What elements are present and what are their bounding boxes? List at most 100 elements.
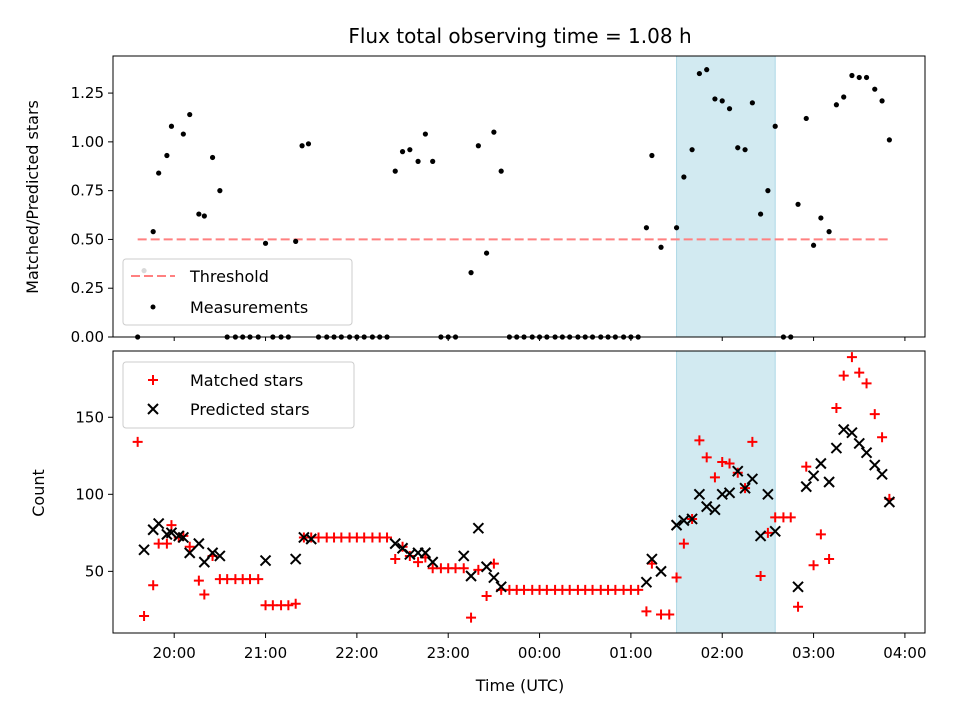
matched-star-point — [815, 529, 826, 540]
measurement-point — [749, 100, 755, 106]
bottom-y-tick-label: 50 — [85, 562, 104, 580]
measurement-point — [803, 115, 809, 122]
matched-star-point — [132, 436, 143, 447]
measurement-point — [415, 158, 421, 164]
predicted-star-point — [419, 547, 432, 559]
measurement-point — [209, 154, 216, 161]
measurement-point — [168, 123, 175, 129]
x-tick-label: 22:00 — [335, 644, 378, 662]
predicted-star-point — [693, 488, 706, 501]
matched-star-point — [473, 564, 484, 575]
matched-star-point — [161, 538, 172, 549]
predicted-legend-label: Predicted stars — [190, 400, 310, 419]
predicted-star-point — [746, 473, 759, 485]
predicted-star-point — [206, 547, 219, 559]
predicted-star-point — [646, 553, 658, 565]
measurement-point — [826, 229, 832, 235]
matched-star-point — [755, 570, 766, 581]
predicted-star-point — [700, 500, 713, 513]
top-y-tick-label: 1.00 — [71, 133, 104, 151]
top-y-tick-label: 1.25 — [71, 84, 104, 102]
measurement-point — [150, 229, 156, 235]
x-tick-label: 02:00 — [701, 644, 744, 662]
top-panel: 0.00 0.25 0.50 0.75 1.00 1.25 Matched/Predict… — [23, 55, 926, 346]
measurement-point — [299, 143, 305, 149]
matched-star-point — [458, 563, 469, 574]
matched-star-point — [801, 461, 812, 472]
measurement-point — [681, 174, 687, 180]
predicted-star-point — [289, 553, 302, 565]
measurement-point — [658, 244, 664, 250]
predicted-star-point — [152, 517, 165, 530]
bottom-axes-frame — [112, 350, 926, 634]
matched-star-point — [694, 435, 705, 446]
matched-star-point — [724, 458, 735, 469]
measurement-point — [164, 152, 170, 159]
matched-star-point — [671, 572, 682, 583]
top-highlight-span — [676, 55, 776, 338]
predicted-star-point — [495, 581, 507, 593]
matched-star-point — [861, 378, 872, 389]
measurement-point — [498, 168, 504, 174]
predicted-star-point — [732, 465, 744, 477]
predicted-star-point — [389, 537, 401, 550]
predicted-star-point — [815, 457, 827, 470]
predicted-star-point — [458, 550, 470, 562]
x-axis-label: Time (UTC) — [475, 676, 564, 695]
bottom-legend-box — [122, 361, 355, 429]
predicted-star-point — [769, 525, 781, 538]
measurement-point — [841, 94, 847, 100]
predicted-star-point — [472, 522, 485, 534]
matched-star-point — [390, 554, 401, 565]
predicted-star-point — [465, 570, 477, 582]
x-tick-label: 01:00 — [609, 644, 652, 662]
threshold-legend-label: Threshold — [189, 267, 269, 286]
predicted-star-point — [883, 496, 896, 508]
matched-star-point — [641, 606, 652, 617]
measurement-point — [856, 74, 862, 81]
top-y-tick-label: 0.50 — [71, 230, 104, 248]
predicted-star-point — [823, 476, 835, 488]
measurement-point — [726, 106, 733, 112]
measurement-point — [742, 147, 748, 153]
top-legend-box — [122, 258, 353, 326]
measurement-point — [649, 152, 655, 159]
matched-star-point — [466, 612, 477, 623]
x-tick-label: 03:00 — [792, 644, 835, 662]
measurement-point — [468, 270, 474, 276]
predicted-star-point — [762, 488, 774, 501]
predicted-stars-points — [138, 423, 896, 593]
measurement-point — [392, 168, 398, 174]
predicted-star-point — [754, 530, 767, 542]
measurement-point — [196, 211, 202, 217]
measurement-point — [735, 145, 741, 151]
predicted-star-point — [869, 459, 881, 471]
predicted-star-point — [670, 519, 683, 531]
measurement-point — [863, 74, 870, 81]
predicted-star-point — [807, 470, 820, 482]
measurement-point — [217, 188, 223, 194]
measurement-point — [833, 102, 840, 108]
matched-star-point — [747, 436, 758, 447]
bottom-y-tick-label: 100 — [75, 485, 104, 503]
measurement-point — [765, 188, 771, 194]
predicted-star-point — [686, 513, 698, 525]
x-tick-label: 00:00 — [518, 644, 561, 662]
measurement-point — [305, 141, 312, 147]
matched-legend-label: Matched stars — [190, 371, 303, 390]
matched-star-point — [664, 609, 675, 620]
predicted-star-point — [723, 487, 736, 499]
bottom-y-ticks: 50 100 150 — [75, 408, 113, 580]
measurement-point — [483, 250, 490, 256]
matched-star-point — [808, 560, 819, 571]
x-tick-label: 23:00 — [427, 644, 470, 662]
matched-star-point — [184, 541, 195, 552]
measurement-point — [262, 240, 269, 246]
measurements-legend-label: Measurements — [190, 298, 308, 317]
matched-star-point — [838, 370, 849, 381]
predicted-star-point — [846, 426, 858, 439]
matched-star-point — [732, 467, 743, 478]
matched-star-point — [193, 575, 204, 586]
matched-star-point — [199, 589, 210, 600]
